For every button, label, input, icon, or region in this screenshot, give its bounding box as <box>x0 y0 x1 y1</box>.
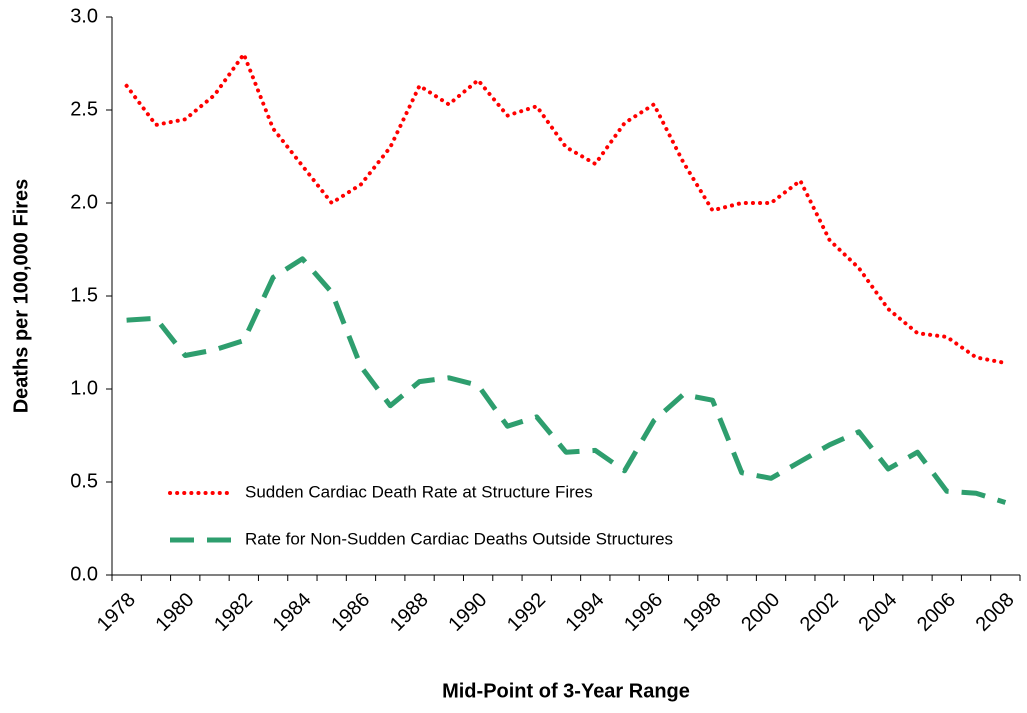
legend-label: Rate for Non-Sudden Cardiac Deaths Outsi… <box>245 529 673 548</box>
y-tick-label: 2.0 <box>70 191 98 213</box>
x-tick-label: 1984 <box>269 589 316 636</box>
x-tick-label: 1998 <box>679 589 726 636</box>
y-tick-label: 2.5 <box>70 98 98 120</box>
x-tick-label: 1992 <box>503 589 550 636</box>
x-tick-label: 1994 <box>562 589 609 636</box>
data-line <box>126 256 1007 505</box>
x-tick-label: 1978 <box>93 589 140 636</box>
y-axis-title: Deaths per 100,000 Fires <box>10 179 32 414</box>
x-tick-label: 1986 <box>327 589 374 636</box>
x-tick-label: 1980 <box>151 589 198 636</box>
y-tick-label: 1.5 <box>70 284 98 306</box>
x-tick-label: 2006 <box>913 589 960 636</box>
x-tick-label: 1988 <box>386 589 433 636</box>
x-tick-label: 2002 <box>796 589 843 636</box>
y-tick-label: 1.0 <box>70 377 98 399</box>
x-axis-title: Mid-Point of 3-Year Range <box>442 680 690 702</box>
x-tick-label: 1982 <box>210 589 257 636</box>
y-tick-label: 0.0 <box>70 563 98 585</box>
x-tick-label: 1990 <box>444 589 491 636</box>
x-tick-label: 2004 <box>854 589 901 636</box>
x-tick-label: 1996 <box>620 589 667 636</box>
data-line <box>124 52 1008 365</box>
x-tick-label: 2000 <box>737 589 784 636</box>
legend-label: Sudden Cardiac Death Rate at Structure F… <box>245 482 593 501</box>
x-tick-label: 2008 <box>972 589 1019 636</box>
y-tick-label: 0.5 <box>70 470 98 492</box>
y-tick-label: 3.0 <box>70 5 98 27</box>
